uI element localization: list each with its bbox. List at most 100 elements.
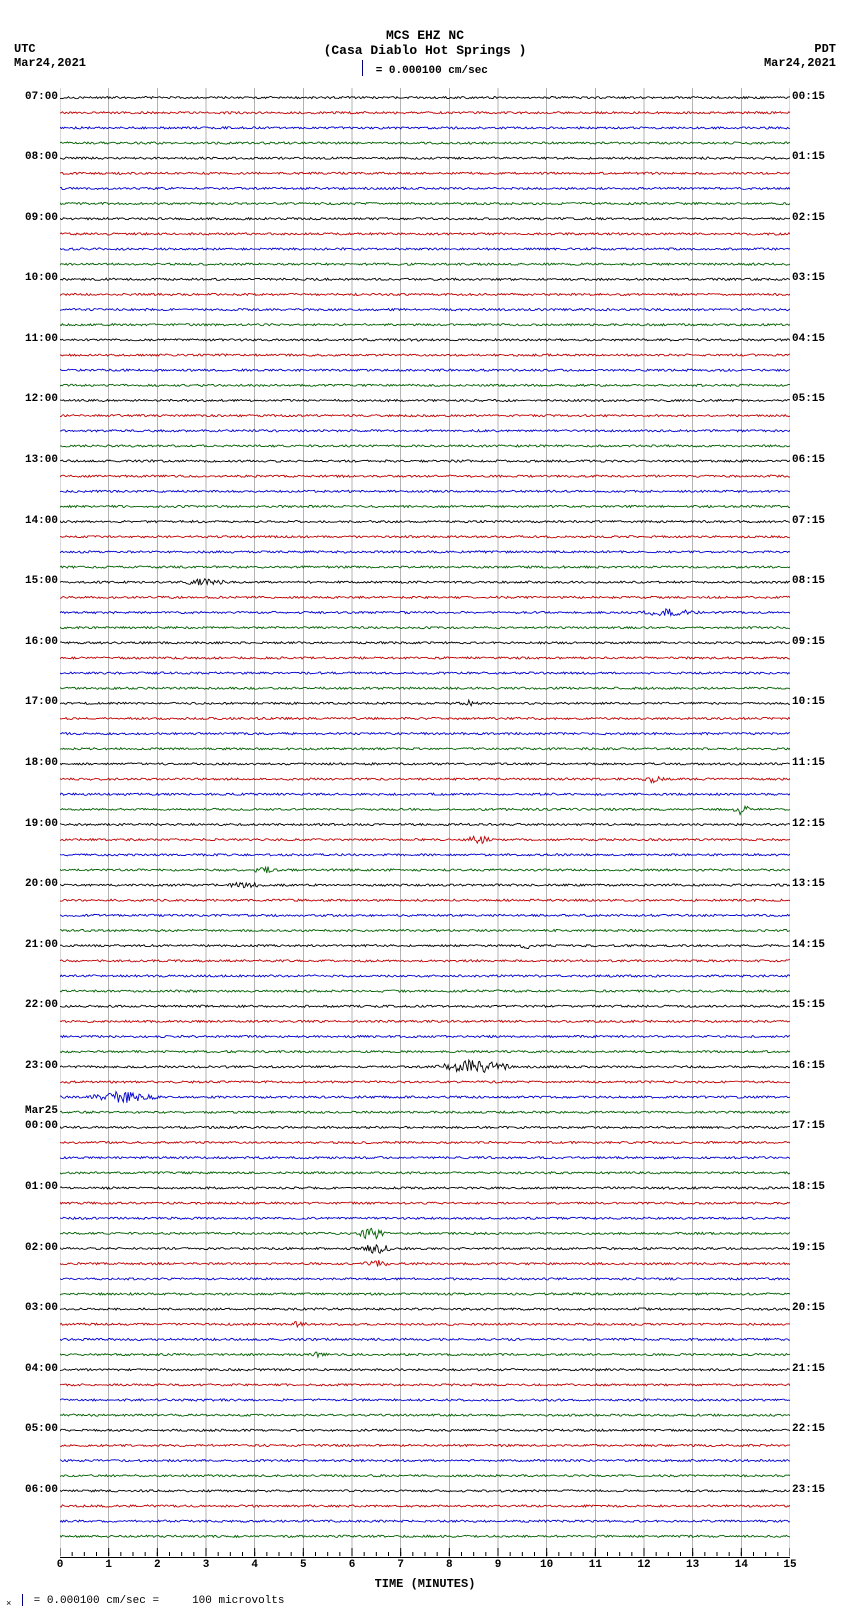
utc-time-label: 06:00 — [25, 1484, 60, 1496]
local-time-label: 13:15 — [790, 878, 825, 890]
seismic-trace — [60, 1444, 790, 1446]
seismic-trace — [60, 1490, 790, 1492]
seismic-trace — [60, 1005, 790, 1007]
local-time-label: 03:15 — [790, 272, 825, 284]
seismic-trace — [60, 415, 790, 417]
seismic-trace — [60, 505, 790, 507]
seismic-trace — [60, 203, 790, 205]
local-time-label: 19:15 — [790, 1242, 825, 1254]
timezone-right: PDT Mar24,2021 — [764, 42, 836, 70]
seismic-trace — [60, 1126, 790, 1128]
utc-time-label: 23:00 — [25, 1060, 60, 1072]
utc-time-label: 00:00 — [25, 1120, 60, 1132]
seismogram-container: UTC Mar24,2021 PDT Mar24,2021 MCS EHZ NC… — [0, 0, 850, 1613]
footer-sub: × — [6, 1599, 11, 1609]
chart-header: MCS EHZ NC (Casa Diablo Hot Springs ) = … — [0, 0, 850, 78]
x-tick-label: 10 — [540, 1559, 553, 1571]
seismic-trace — [60, 399, 790, 401]
seismic-trace — [60, 717, 790, 719]
x-tick-label: 14 — [735, 1559, 748, 1571]
seismic-trace — [60, 700, 790, 706]
scale-text: = 0.000100 cm/sec — [376, 65, 488, 77]
seismic-trace — [60, 187, 790, 189]
utc-time-label: 19:00 — [25, 818, 60, 830]
seismic-trace — [60, 642, 790, 644]
tz-left-label: UTC — [14, 42, 86, 56]
seismic-trace — [60, 566, 790, 568]
seismic-trace — [60, 1369, 790, 1371]
footer-bar-icon — [22, 1594, 23, 1606]
seismic-trace — [60, 914, 790, 916]
seismic-trace — [60, 1535, 790, 1537]
seismic-trace — [60, 596, 790, 598]
seismic-trace — [60, 883, 790, 888]
seismic-trace — [60, 324, 790, 326]
seismic-trace — [60, 248, 790, 250]
x-tick-label: 5 — [300, 1559, 307, 1571]
seismic-trace — [60, 1141, 790, 1143]
local-time-label: 20:15 — [790, 1302, 825, 1314]
seismic-trace — [60, 763, 790, 765]
local-time-label: 10:15 — [790, 696, 825, 708]
x-tick-label: 9 — [495, 1559, 502, 1571]
seismic-trace — [60, 1157, 790, 1159]
seismic-trace — [60, 97, 790, 99]
local-time-label: 17:15 — [790, 1120, 825, 1132]
seismic-trace — [60, 579, 790, 585]
seismic-trace — [60, 430, 790, 432]
seismic-trace — [60, 657, 790, 659]
utc-time-label: 10:00 — [25, 272, 60, 284]
utc-time-label: 13:00 — [25, 454, 60, 466]
seismic-trace — [60, 823, 790, 825]
seismogram-svg — [60, 88, 790, 1557]
local-time-label: 02:15 — [790, 212, 825, 224]
seismic-trace — [60, 1520, 790, 1522]
seismic-trace — [60, 733, 790, 735]
local-time-label: 15:15 — [790, 999, 825, 1011]
scale-note: = 0.000100 cm/sec — [0, 62, 850, 78]
seismic-trace — [60, 1338, 790, 1340]
x-tick-label: 6 — [349, 1559, 356, 1571]
seismic-trace — [60, 1414, 790, 1416]
chart-title-2: (Casa Diablo Hot Springs ) — [0, 43, 850, 58]
seismic-trace — [60, 1429, 790, 1431]
local-time-label: 16:15 — [790, 1060, 825, 1072]
local-time-label: 08:15 — [790, 575, 825, 587]
timezone-left: UTC Mar24,2021 — [14, 42, 86, 70]
local-time-label: 06:15 — [790, 454, 825, 466]
utc-time-label: 18:00 — [25, 757, 60, 769]
utc-time-label: 04:00 — [25, 1363, 60, 1375]
x-tick-label: 12 — [637, 1559, 650, 1571]
utc-time-label: 22:00 — [25, 999, 60, 1011]
x-tick-label: 1 — [105, 1559, 112, 1571]
seismic-trace — [60, 536, 790, 538]
x-tick-label: 8 — [446, 1559, 453, 1571]
seismic-trace — [60, 293, 790, 295]
local-time-label: 09:15 — [790, 636, 825, 648]
x-tick-label: 11 — [589, 1559, 602, 1571]
seismic-trace — [60, 960, 790, 962]
seismic-trace — [60, 551, 790, 553]
local-time-label: 22:15 — [790, 1423, 825, 1435]
utc-time-label: 20:00 — [25, 878, 60, 890]
seismic-trace — [60, 1505, 790, 1507]
footer-prefix: = 0.000100 cm/sec = — [34, 1595, 159, 1607]
seismic-trace — [60, 793, 790, 795]
x-tick-label: 4 — [251, 1559, 258, 1571]
seismic-trace — [60, 1308, 790, 1310]
seismic-trace — [60, 157, 790, 159]
local-time-label: 18:15 — [790, 1181, 825, 1193]
utc-time-label: 03:00 — [25, 1302, 60, 1314]
utc-time-label: 12:00 — [25, 393, 60, 405]
seismic-trace — [60, 1202, 790, 1204]
seismic-trace — [60, 172, 790, 174]
seismic-trace — [60, 806, 790, 814]
local-time-label: 21:15 — [790, 1363, 825, 1375]
seismic-trace — [60, 899, 790, 901]
seismic-trace — [60, 309, 790, 311]
utc-time-label: 16:00 — [25, 636, 60, 648]
x-axis-label: TIME (MINUTES) — [0, 1577, 850, 1591]
seismic-trace — [60, 836, 790, 843]
seismic-trace — [60, 384, 790, 386]
local-time-label: 12:15 — [790, 818, 825, 830]
